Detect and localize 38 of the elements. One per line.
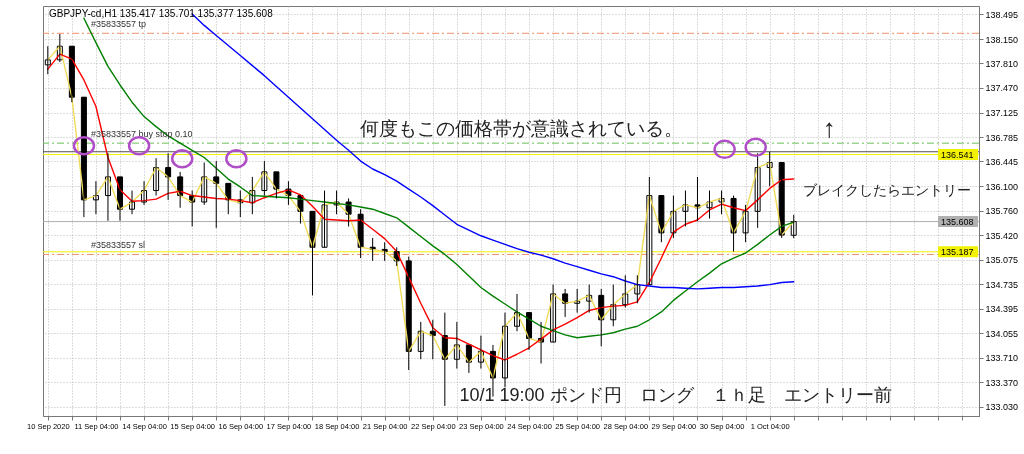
ref-line-label: #35833557 sl <box>91 240 146 251</box>
y-tick-label: 134.735 <box>985 279 1019 290</box>
annotation: 10/1 19:00 ポンド円 ロング １ｈ足 エントリー前 <box>459 384 892 405</box>
y-tick-label: 136.100 <box>985 181 1019 192</box>
y-tick-label: 138.150 <box>985 34 1019 45</box>
annotation: 何度もこの価格帯が意識されている。 <box>360 118 684 139</box>
chart-title: GBPJPY-cd,H1 135.417 135.701 135.377 135.608 <box>49 8 274 19</box>
annotation: ↑ <box>822 113 836 143</box>
y-tick-label: 135.075 <box>985 255 1019 266</box>
y-tick-label: 133.710 <box>985 353 1019 364</box>
candlestick <box>44 45 51 75</box>
candlestick <box>706 190 713 220</box>
candlestick <box>345 197 352 227</box>
ref-line-label: #35833557 tp <box>91 19 147 30</box>
ref-line-label: 135.187 <box>941 246 974 257</box>
y-tick-label: 136.785 <box>985 132 1019 143</box>
y-tick-label: 135.420 <box>985 230 1019 241</box>
y-tick-label: 133.370 <box>985 377 1019 388</box>
candlestick <box>742 204 749 243</box>
candlestick <box>754 152 761 229</box>
y-tick-label: 136.445 <box>985 156 1019 167</box>
candlestick <box>670 195 677 239</box>
annotation: ブレイクしたらエントリー <box>803 181 972 198</box>
y-tick-label: 134.055 <box>985 328 1019 339</box>
y-tick-label: 137.810 <box>985 58 1019 69</box>
y-tick-label: 137.470 <box>985 83 1019 94</box>
candlestick <box>321 190 328 248</box>
y-tick-label: 138.495 <box>985 9 1019 20</box>
y-tick-label: 135.760 <box>985 206 1019 217</box>
ref-line-label: 136.541 <box>941 149 974 160</box>
ref-line-label: 135.608 <box>941 216 974 227</box>
y-tick-label: 137.125 <box>985 108 1019 119</box>
line-series <box>83 17 795 339</box>
y-tick-label: 134.395 <box>985 304 1019 315</box>
y-tick-label: 133.030 <box>985 402 1019 413</box>
candlestick <box>658 195 665 243</box>
candlestick <box>682 190 689 227</box>
candlestick <box>273 171 280 199</box>
